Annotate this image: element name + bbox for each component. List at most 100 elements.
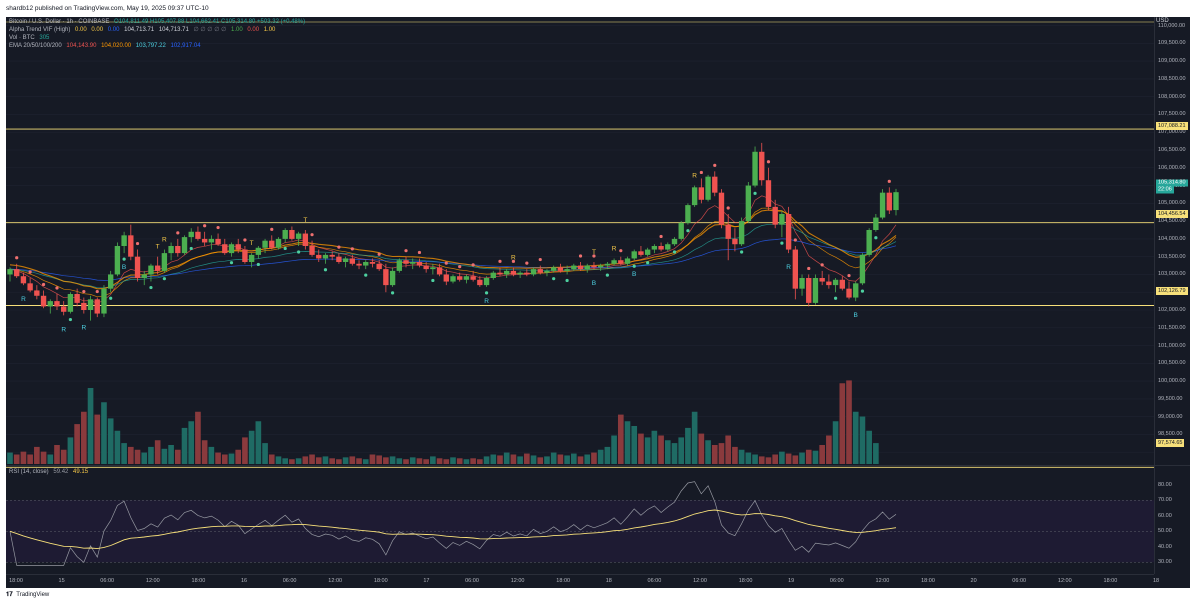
volume-bar xyxy=(463,459,470,464)
candle-body xyxy=(188,231,194,238)
ema-line xyxy=(9,223,897,289)
legend-ema-20: 104,143.90 xyxy=(66,43,97,49)
volume-bar xyxy=(530,455,537,464)
time-label: 18:00 xyxy=(1103,578,1118,584)
price-axis[interactable]: 110,000.00 109,500.00 109,000.00 108,500.00… xyxy=(1154,17,1191,574)
time-label: 18 xyxy=(1152,578,1160,584)
price-label: 99,000.00 xyxy=(1158,413,1183,420)
pane-separator[interactable] xyxy=(6,465,1190,466)
volume-bar xyxy=(262,443,268,464)
candle-body xyxy=(175,246,181,254)
candle-body xyxy=(718,192,725,225)
currency-label[interactable]: USD xyxy=(1156,18,1169,24)
volume-bar xyxy=(20,451,27,464)
candle-body xyxy=(81,302,87,310)
candle-body xyxy=(651,246,658,250)
time-label: 12:00 xyxy=(1057,578,1072,584)
candle-body xyxy=(597,265,604,268)
volume-bar xyxy=(409,457,416,464)
legend-ema-name[interactable]: EMA 20/50/100/200 xyxy=(9,43,62,49)
price-label: 101,500.00 xyxy=(1158,324,1186,331)
volume-bar xyxy=(289,459,295,464)
candle-body xyxy=(785,214,792,250)
legend-ema-100: 103,797.22 xyxy=(135,43,166,49)
volume-bar xyxy=(685,427,691,464)
brand-bar: 𝟏𝟕 TradingView xyxy=(0,588,1200,603)
price-label: 110,000.00 xyxy=(1158,22,1186,29)
trend-dot xyxy=(471,263,475,267)
time-label: 12:00 xyxy=(328,578,343,584)
legend-alpha-v3: 0.00 xyxy=(107,27,120,33)
candle-body xyxy=(483,278,490,286)
volume-bar xyxy=(826,435,832,464)
trend-dot xyxy=(578,254,583,258)
trend-dot xyxy=(860,289,865,293)
volume-bar xyxy=(154,440,161,464)
volume-bar xyxy=(477,459,483,464)
candle-body xyxy=(826,281,832,286)
volume-bar xyxy=(13,454,20,464)
volume-bar xyxy=(168,445,174,464)
legend-ema-50: 104,020.00 xyxy=(101,43,132,49)
candle-body xyxy=(839,279,845,289)
volume-bar xyxy=(107,418,114,464)
time-label: 06:00 xyxy=(829,578,844,584)
trend-dot xyxy=(525,261,529,265)
candle-body xyxy=(208,238,215,243)
candle-body xyxy=(671,238,678,245)
trend-dot xyxy=(243,238,247,242)
candle-body xyxy=(248,254,255,262)
rsi-line xyxy=(9,481,897,566)
legend-alpha-trend-name[interactable]: Alpha Trend VIF (High) xyxy=(9,27,71,33)
signal-label: B xyxy=(632,271,636,278)
time-label: 12:00 xyxy=(510,578,525,584)
candle-body xyxy=(101,288,107,314)
volume-bar xyxy=(597,449,604,464)
time-axis[interactable]: 18:00 15 06:00 12:00 18:00 16 06:00 12:00 18:00 1… xyxy=(6,574,1159,589)
trend-dot xyxy=(632,264,636,268)
volume-bar xyxy=(470,458,476,464)
candle-body xyxy=(752,151,758,186)
trend-dot xyxy=(337,245,341,249)
volume-bar xyxy=(631,426,638,464)
signal-label: T xyxy=(250,240,254,247)
candle-body xyxy=(201,238,208,243)
publish-info-bar: shardb12 published on TradingView.com, M… xyxy=(0,0,1200,17)
volume-bar xyxy=(497,455,503,464)
candle-body xyxy=(893,192,899,211)
volume-bar xyxy=(101,402,107,464)
trend-dot xyxy=(404,249,408,253)
price-tag-countdown: 22:06 xyxy=(1156,186,1174,194)
volume-bar xyxy=(671,443,678,464)
signal-label: R xyxy=(61,326,66,333)
volume-bar xyxy=(208,446,215,464)
volume-bar xyxy=(644,437,651,464)
candle-body xyxy=(410,262,416,264)
volume-bar xyxy=(524,453,530,464)
price-label: 104,500.00 xyxy=(1158,218,1186,225)
candle-body xyxy=(356,263,362,266)
trend-dot xyxy=(847,273,851,278)
legend-rsi-name[interactable]: RSI (14, close) xyxy=(9,469,49,475)
legend-symbol[interactable]: Bitcoin / U.S. Dollar · 1h · COINBASE xyxy=(9,19,110,25)
volume-bar xyxy=(557,454,564,464)
volume-bar xyxy=(779,451,785,464)
trend-dot xyxy=(538,257,542,262)
legend-volume-name[interactable]: Vol · BTC xyxy=(9,35,35,41)
publish-line: shardb12 published on TradingView.com, M… xyxy=(6,5,209,12)
candle-body xyxy=(698,187,705,200)
volume-bar xyxy=(235,449,242,464)
volume-bar xyxy=(604,446,611,464)
candle-body xyxy=(369,262,376,264)
signal-label: T xyxy=(303,217,307,224)
legend-alpha-v8: 1.00 xyxy=(263,27,276,33)
volume-bar xyxy=(342,457,349,464)
legend-alpha-v5: 104,713.71 xyxy=(158,27,189,33)
time-label: 06:00 xyxy=(282,578,297,584)
candle-body xyxy=(457,276,463,280)
candle-body xyxy=(604,263,611,266)
candle-body xyxy=(168,246,174,254)
candle-body xyxy=(309,246,315,255)
